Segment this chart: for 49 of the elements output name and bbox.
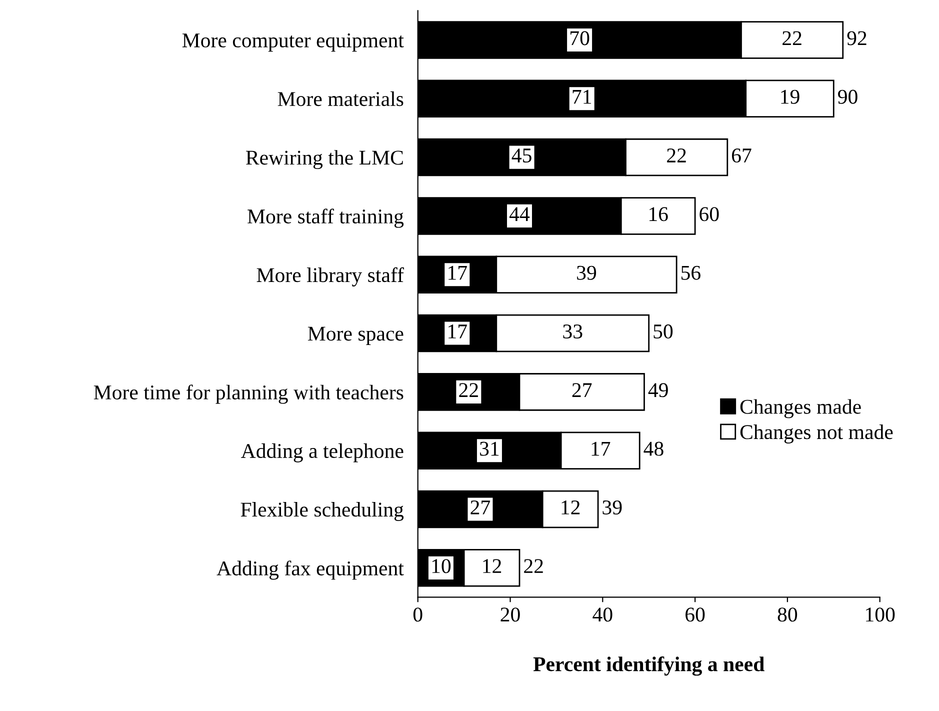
data-label: 45 xyxy=(512,148,532,163)
data-label: 22 xyxy=(459,383,478,397)
x-tick-label: 80 xyxy=(778,608,798,622)
total-label: 49 xyxy=(648,383,668,398)
x-tick-label: 60 xyxy=(686,608,705,622)
total-label: 92 xyxy=(847,31,866,46)
x-tick-label: 20 xyxy=(500,608,520,622)
data-label: 12 xyxy=(562,500,580,514)
data-label: 27 xyxy=(470,500,490,514)
y-tick-label: Flexible scheduling xyxy=(240,502,404,521)
x-tick-label: 40 xyxy=(592,608,612,622)
data-label: 22 xyxy=(782,31,802,46)
data-label: 12 xyxy=(483,559,502,573)
data-label: 22 xyxy=(667,148,686,162)
total-label: 22 xyxy=(524,559,543,573)
data-label: 71 xyxy=(572,90,592,104)
total-label: 56 xyxy=(681,266,700,280)
y-tick-label: More library staff xyxy=(256,267,404,286)
y-tick-label: Adding a telephone xyxy=(241,443,404,462)
legend-label: Changes made xyxy=(740,399,861,418)
total-label: 39 xyxy=(602,500,622,514)
total-label: 90 xyxy=(838,90,858,104)
total-label: 60 xyxy=(700,207,719,222)
data-label: 33 xyxy=(563,324,582,338)
data-label: 17 xyxy=(592,442,610,456)
total-label: 48 xyxy=(644,442,664,456)
data-label: 17 xyxy=(448,324,467,338)
x-axis-title: Percent identifying a need xyxy=(533,656,764,676)
legend-label: Changes not made xyxy=(740,424,893,444)
data-label: 17 xyxy=(448,266,467,280)
x-tick-label: 100 xyxy=(866,608,895,622)
data-label: 31 xyxy=(480,442,499,456)
data-label: 16 xyxy=(650,207,668,222)
y-tick-label: More computer equipment xyxy=(182,33,404,52)
y-tick-label: More time for planning with teachers xyxy=(94,384,404,404)
data-label: 39 xyxy=(577,266,596,280)
data-label: 70 xyxy=(570,31,590,46)
y-tick-label: More staff training xyxy=(248,208,404,228)
total-label: 50 xyxy=(654,324,673,338)
total-label: 67 xyxy=(732,148,752,163)
data-label: 19 xyxy=(781,90,800,104)
data-label: 44 xyxy=(509,207,530,221)
x-tick-label: 0 xyxy=(413,608,422,622)
y-tick-label: Adding fax equipment xyxy=(216,560,404,580)
y-tick-label: More space xyxy=(308,326,404,345)
data-label: 27 xyxy=(572,383,592,397)
y-tick-label: Rewiring the LMC xyxy=(246,150,403,170)
y-tick-label: More materials xyxy=(278,91,404,106)
data-label: 10 xyxy=(432,559,451,574)
